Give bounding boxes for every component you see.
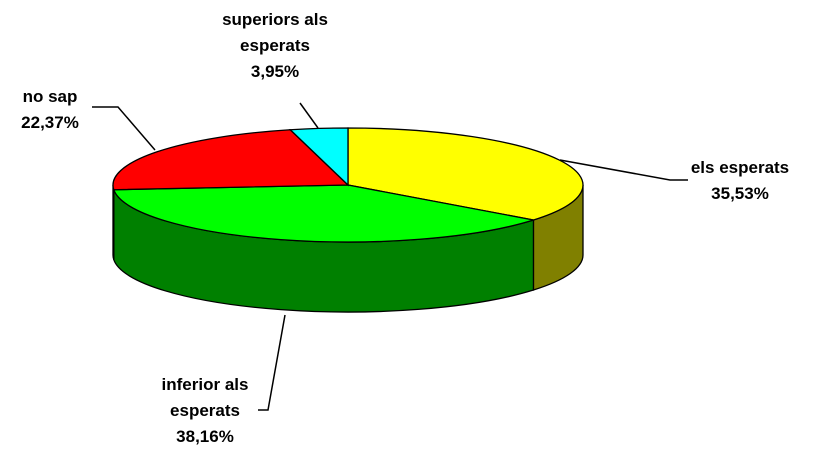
category-label: els esperats — [690, 158, 790, 177]
slice-label: inferior als esperats 38,16% — [135, 372, 275, 450]
category-label: inferior als esperats — [161, 375, 249, 420]
leader-line — [299, 102, 319, 129]
value-label: 3,95% — [250, 62, 300, 81]
slice — [112, 184, 534, 243]
slice — [347, 127, 584, 221]
category-label: superiors als esperats — [222, 10, 328, 55]
value-label: 38,16% — [176, 427, 234, 446]
leader-line — [258, 314, 286, 411]
category-label: no sap — [22, 87, 78, 106]
value-label: 22,37% — [21, 113, 79, 132]
slice — [112, 129, 350, 191]
slice-label: els esperats 35,53% — [675, 155, 805, 207]
slice-side — [112, 184, 115, 260]
slice-label: no sap 22,37% — [5, 84, 95, 136]
leader-line — [92, 106, 156, 151]
value-label: 35,53% — [711, 184, 769, 203]
slice — [288, 127, 349, 187]
leader-line — [559, 159, 688, 181]
slice-label: superiors als esperats 3,95% — [205, 7, 345, 85]
